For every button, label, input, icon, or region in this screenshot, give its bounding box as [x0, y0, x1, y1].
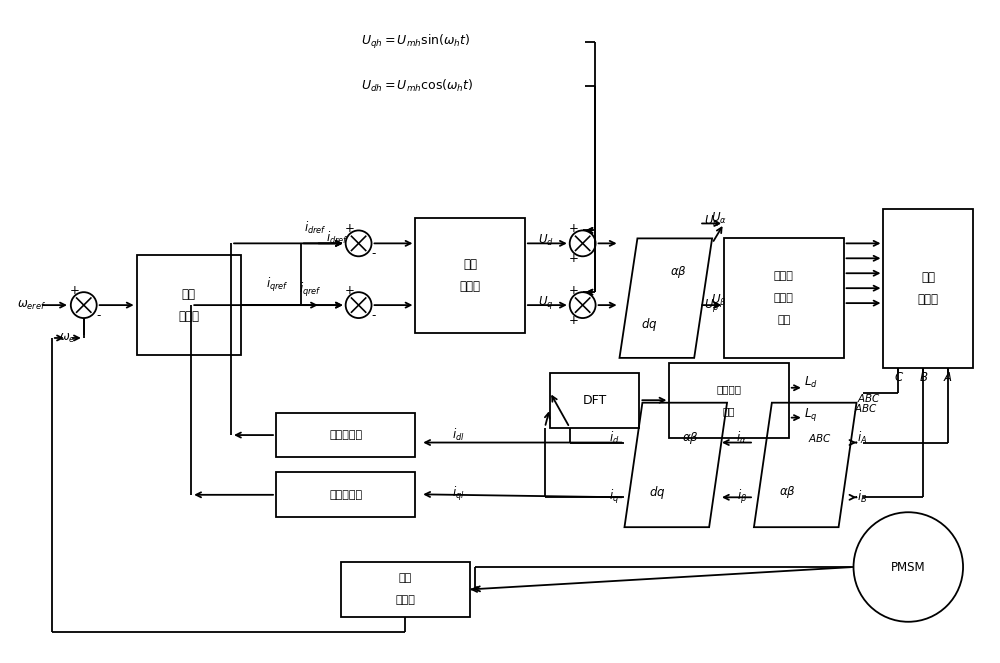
- Text: $i_{qref}$: $i_{qref}$: [266, 276, 289, 294]
- Bar: [883, 209, 973, 368]
- Text: B: B: [919, 371, 927, 385]
- Text: 速度: 速度: [182, 288, 196, 300]
- Text: 调制: 调制: [777, 315, 790, 325]
- Text: $ABC$: $ABC$: [857, 392, 880, 404]
- Text: $i_{qref}$: $i_{qref}$: [299, 281, 322, 299]
- Text: $dq$: $dq$: [649, 484, 666, 501]
- Text: $i_A$: $i_A$: [857, 430, 867, 446]
- Text: $U_\beta$: $U_\beta$: [704, 296, 720, 314]
- Text: 电流: 电流: [463, 259, 477, 271]
- Text: +: +: [569, 314, 579, 327]
- Text: $U_\beta$: $U_\beta$: [711, 292, 727, 309]
- Text: +: +: [569, 222, 579, 235]
- Text: $i_q$: $i_q$: [609, 489, 619, 507]
- Text: $i_{dl}$: $i_{dl}$: [452, 426, 465, 443]
- Text: C: C: [894, 371, 902, 385]
- Text: $\alpha\beta$: $\alpha\beta$: [670, 264, 687, 280]
- Text: +: +: [70, 284, 80, 296]
- Text: +: +: [569, 284, 579, 296]
- Text: $\omega_e$: $\omega_e$: [59, 332, 75, 345]
- Bar: [137, 255, 241, 355]
- Text: 逆变器: 逆变器: [918, 292, 939, 306]
- Text: +: +: [569, 252, 579, 265]
- Text: PMSM: PMSM: [891, 560, 926, 573]
- Text: +: +: [345, 222, 355, 235]
- Text: 编码器: 编码器: [395, 595, 415, 605]
- Bar: [341, 562, 470, 617]
- Text: -: -: [97, 308, 101, 322]
- Text: $i_d$: $i_d$: [609, 430, 619, 446]
- Text: -: -: [371, 247, 376, 260]
- Text: $ABC$: $ABC$: [808, 432, 832, 444]
- Text: $\alpha\beta$: $\alpha\beta$: [682, 430, 699, 446]
- Text: $\alpha\beta$: $\alpha\beta$: [779, 485, 796, 501]
- Text: A: A: [944, 371, 952, 385]
- Bar: [724, 239, 844, 358]
- Text: 低通滤波器: 低通滤波器: [329, 430, 362, 440]
- Text: 调节器: 调节器: [178, 310, 199, 323]
- Text: +: +: [345, 284, 355, 296]
- Text: $dq$: $dq$: [641, 316, 657, 333]
- Bar: [550, 373, 639, 428]
- Text: 模块: 模块: [723, 406, 735, 416]
- Text: $U_q$: $U_q$: [538, 294, 553, 311]
- Bar: [415, 219, 525, 333]
- Text: -: -: [371, 308, 376, 322]
- Text: 电感辨识: 电感辨识: [717, 385, 742, 394]
- Text: 三相: 三相: [921, 271, 935, 284]
- Text: $ABC$: $ABC$: [854, 402, 877, 414]
- Text: $L_q$: $L_q$: [804, 406, 817, 423]
- Text: 量脉宽: 量脉宽: [774, 293, 794, 303]
- Text: 光电: 光电: [399, 573, 412, 583]
- Text: $i_{dref}$: $i_{dref}$: [326, 230, 349, 247]
- Text: $U_\alpha$: $U_\alpha$: [711, 211, 727, 226]
- Text: $\omega_{eref}$: $\omega_{eref}$: [17, 298, 46, 312]
- Text: 低通滤波器: 低通滤波器: [329, 490, 362, 500]
- Text: $U_d$: $U_d$: [538, 233, 554, 248]
- Text: 空间矢: 空间矢: [774, 271, 794, 281]
- Text: DFT: DFT: [582, 394, 607, 406]
- Text: $i_{dref}$: $i_{dref}$: [304, 220, 327, 237]
- Text: $U_{qh}=U_{mh}\sin(\omega_h t)$: $U_{qh}=U_{mh}\sin(\omega_h t)$: [361, 33, 470, 51]
- Text: $i_{ql}$: $i_{ql}$: [452, 485, 465, 503]
- Bar: [669, 363, 789, 438]
- Text: $L_d$: $L_d$: [804, 375, 818, 391]
- Bar: [276, 473, 415, 517]
- Text: $i_B$: $i_B$: [857, 489, 867, 505]
- Text: $U_\alpha$: $U_\alpha$: [704, 214, 720, 229]
- Text: $U_{dh}=U_{mh}\cos(\omega_h t)$: $U_{dh}=U_{mh}\cos(\omega_h t)$: [361, 78, 473, 94]
- Text: $i_\alpha$: $i_\alpha$: [736, 430, 747, 446]
- Bar: [276, 412, 415, 457]
- Text: 调节器: 调节器: [460, 280, 481, 293]
- Text: $i_\beta$: $i_\beta$: [737, 489, 747, 507]
